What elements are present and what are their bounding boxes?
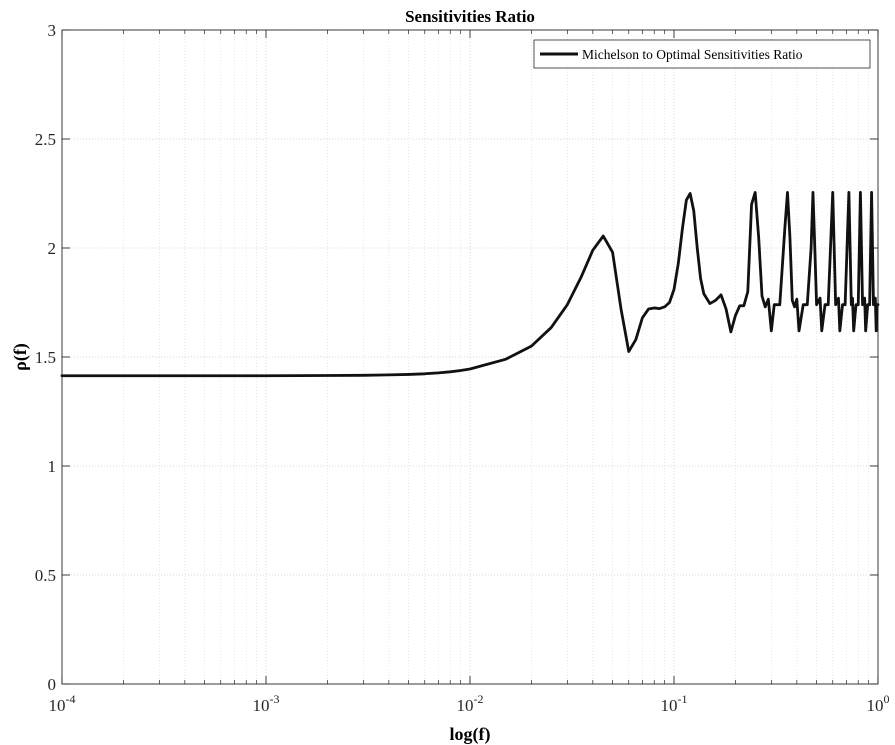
- y-tick-label: 1: [48, 457, 57, 476]
- x-tick-label: 10-3: [253, 692, 280, 715]
- y-tick-label: 3: [48, 21, 57, 40]
- legend: Michelson to Optimal Sensitivities Ratio: [533, 39, 871, 69]
- y-tick-label: 2.5: [35, 130, 56, 149]
- legend-entry-label: Michelson to Optimal Sensitivities Ratio: [582, 47, 803, 62]
- y-axis-label: ρ(f): [10, 343, 31, 371]
- y-tick-label: 0: [48, 675, 57, 694]
- series-layer: [60, 191, 880, 378]
- series-line: [60, 191, 880, 378]
- x-axis-label: log(f): [450, 724, 491, 745]
- x-tick-label: 10-4: [49, 692, 76, 715]
- grid: [61, 29, 879, 685]
- x-tick-label: 100: [867, 692, 890, 715]
- y-tick-label: 0.5: [35, 566, 56, 585]
- y-tick-label: 1.5: [35, 348, 56, 367]
- x-tick-label: 10-2: [457, 692, 484, 715]
- y-tick-label: 2: [48, 239, 57, 258]
- tick-labels: 10-4 10-3 10-2 10-1 100 0 0.5 1 1.5 2 2.5 3: [35, 21, 890, 715]
- ticks: [61, 29, 879, 685]
- x-tick-label: 10-1: [661, 692, 688, 715]
- legend-box: [533, 39, 871, 69]
- chart-title: Sensitivities Ratio: [405, 7, 535, 26]
